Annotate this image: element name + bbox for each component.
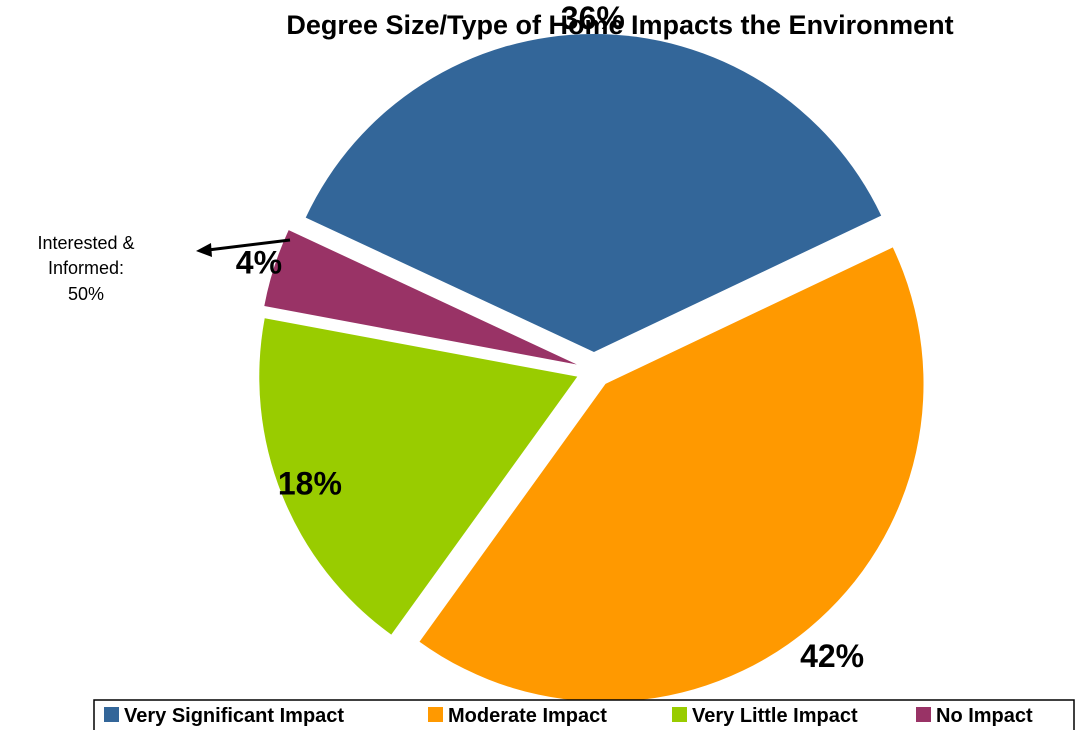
legend-swatch-very-little-impact: [672, 707, 687, 722]
legend-swatch-moderate-impact: [428, 707, 443, 722]
annotation-line-3: 50%: [68, 284, 104, 304]
annotation-arrow: [207, 238, 291, 252]
slice-label-very-little-impact: 18%: [278, 466, 342, 502]
legend-label-very-significant-impact: Very Significant Impact: [124, 705, 344, 727]
slice-label-no-impact: 4%: [236, 244, 282, 280]
legend-label-moderate-impact: Moderate Impact: [448, 705, 607, 727]
pie-slice-no-impact: [264, 230, 577, 365]
annotation-arrowhead: [196, 243, 212, 257]
chart-title: Degree Size/Type of Home Impacts the Env…: [286, 10, 953, 40]
annotation: Interested & Informed: 50%: [37, 233, 291, 304]
pie-slice-moderate-impact: [419, 247, 924, 702]
pie-slice-very-significant-impact: [305, 33, 882, 352]
slice-label-very-significant-impact: 36%: [561, 0, 625, 36]
slice-label-moderate-impact: 42%: [800, 638, 864, 674]
legend: Very Significant Impact Moderate Impact Ve…: [93, 699, 1075, 730]
pie-slices: [259, 33, 924, 702]
pie-slice-labels: 36% 42% 18% 4%: [236, 0, 864, 674]
legend-swatch-very-significant-impact: [104, 707, 119, 722]
legend-box: [93, 699, 1075, 730]
legend-label-very-little-impact: Very Little Impact: [692, 705, 858, 727]
legend-label-no-impact: No Impact: [936, 705, 1033, 727]
annotation-line-2: Informed:: [48, 258, 124, 278]
annotation-line-1: Interested &: [37, 233, 134, 253]
pie-slice-very-little-impact: [259, 318, 578, 635]
legend-swatch-no-impact: [916, 707, 931, 722]
